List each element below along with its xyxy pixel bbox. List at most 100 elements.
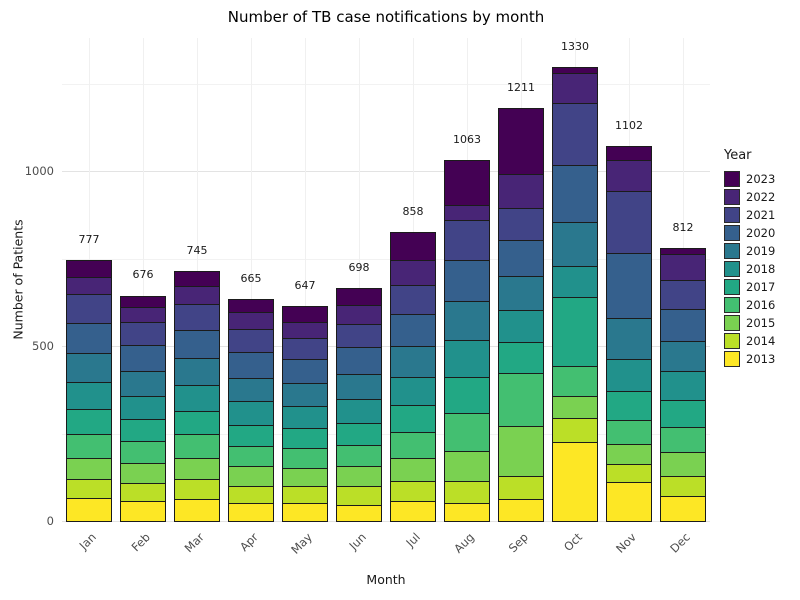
bar-segment-2018-mar [174,385,220,412]
bar-segment-2019-mar [174,358,220,387]
bar-total-mar: 745 [186,244,208,258]
bar-aug [444,150,490,522]
bar-segment-2020-jul [390,313,436,348]
bar-segment-2013-dec [660,495,706,522]
gridline-major [62,346,710,348]
bar-segment-2015-mar [174,457,220,481]
bar-segment-2016-feb [120,441,166,464]
bar-segment-2019-dec [660,340,706,373]
bar-segment-2023-apr [228,299,274,314]
bar-segment-2018-jun [336,399,382,424]
bar-segment-2022-oct [552,72,598,105]
bar-segment-2019-oct [552,221,598,268]
y-tick-label: 500 [32,339,54,354]
bar-segment-2021-aug [444,220,490,261]
bar-segment-2015-feb [120,462,166,484]
bar-segment-2023-nov [606,146,652,162]
legend-key-swatch [724,225,740,241]
bar-total-aug: 1063 [453,133,481,146]
bar-segment-2013-feb [120,501,166,522]
legend-key-swatch [724,333,740,349]
bar-nov [606,136,652,522]
legend-item-label: 2014 [746,334,776,348]
y-axis-title: Number of Patients [10,219,26,340]
legend-item-label: 2021 [746,208,776,222]
legend-item-label: 2016 [746,298,776,312]
bar-segment-2013-jun [336,504,382,522]
legend-item-label: 2018 [746,262,776,276]
bar-segment-2018-may [282,406,328,430]
bar-segment-2015-aug [444,450,490,483]
x-tick-label: May [288,530,315,557]
legend-item-label: 2017 [746,280,776,294]
bar-segment-2017-jun [336,422,382,446]
legend: Year 2023 2022 2021 2020 2019 2018 2017 2016 201… [724,148,775,369]
bar-sep [498,98,544,522]
gridline-vertical [143,38,144,522]
bar-total-nov: 1102 [615,119,643,133]
x-tick-label: Dec [667,530,693,556]
bar-segment-2016-jun [336,444,382,468]
gridline-minor [62,83,710,85]
x-tick-label: Jul [403,530,423,550]
legend-key-swatch [724,261,740,277]
legend-key-swatch [724,207,740,223]
bar-segment-2014-feb [120,482,166,503]
x-axis-title: Month [366,572,406,587]
legend-item-label: 2022 [746,190,776,204]
bar-segment-2021-jun [336,323,382,349]
legend-item-label: 2023 [746,172,776,186]
legend-item-2019: 2019 [724,243,775,259]
bar-segment-2013-mar [174,499,220,522]
bar-segment-2017-oct [552,296,598,367]
bar-jun [336,278,382,522]
bar-segment-2020-oct [552,165,598,223]
legend-item-2017: 2017 [724,279,775,295]
bar-segment-2016-oct [552,365,598,398]
bar-jan [66,250,112,522]
bar-segment-2020-jan [66,322,112,355]
bar-segment-2022-may [282,322,328,339]
bar-segment-2020-feb [120,345,166,372]
bar-total-may: 647 [294,278,316,292]
legend-item-label: 2013 [746,352,776,366]
y-tick-label: 1000 [24,164,54,179]
bar-segment-2017-nov [606,391,652,422]
bar-segment-2019-may [282,382,328,408]
legend-key-swatch [724,189,740,205]
bar-segment-2022-sep [498,174,544,210]
bar-segment-2016-sep [498,372,544,428]
bar-segment-2013-jan [66,497,112,522]
bar-segment-2014-jun [336,486,382,506]
bar-segment-2016-aug [444,413,490,452]
bar-segment-2020-jun [336,347,382,376]
bar-segment-2016-jul [390,432,436,459]
bar-segment-2022-apr [228,312,274,330]
bar-total-feb: 676 [132,268,154,282]
bar-oct [552,57,598,522]
bar-segment-2023-may [282,305,328,324]
gridline-vertical [305,38,306,522]
bar-segment-2017-mar [174,410,220,436]
bar-segment-2018-aug [444,339,490,379]
x-tick-label: Jan [76,530,99,553]
bar-segment-2018-jul [390,376,436,407]
gridline-major [62,171,710,173]
gridline-vertical [251,38,252,522]
chart-title: Number of TB case notifications by month [227,8,545,26]
bar-mar [174,261,220,522]
x-tick-label: Aug [451,530,477,556]
bar-segment-2022-nov [606,160,652,192]
bar-segment-2022-jun [336,305,382,325]
plot-area: 777 676 745 665 647 698 858 1063 1211 1330 1102 812 [62,38,710,522]
x-tick-label: Feb [128,530,153,555]
bar-segment-2021-sep [498,208,544,242]
bar-segment-2023-sep [498,108,544,176]
legend-item-2016: 2016 [724,297,775,313]
bar-segment-2019-apr [228,377,274,403]
bar-segment-2020-sep [498,240,544,278]
bar-segment-2020-mar [174,329,220,360]
bar-segment-2021-feb [120,321,166,347]
bar-segment-2018-apr [228,401,274,426]
bar-segment-2023-jan [66,260,112,279]
